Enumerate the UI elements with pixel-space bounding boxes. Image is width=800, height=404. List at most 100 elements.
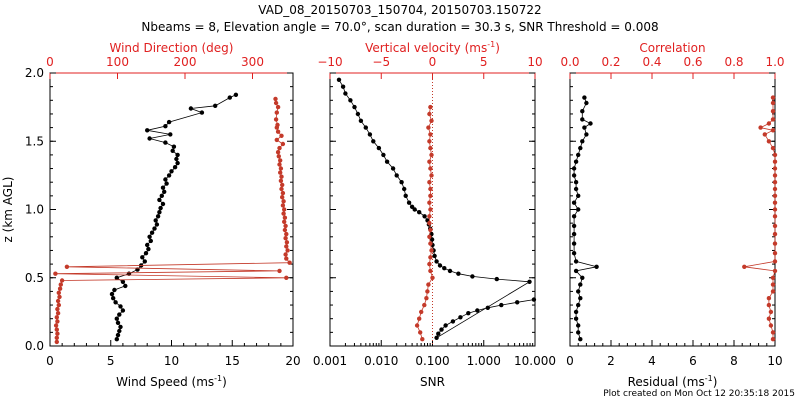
data-point-wind-red	[54, 315, 59, 320]
data-point-snr-red	[425, 289, 430, 294]
data-point-wind-black	[160, 201, 166, 207]
data-point-snr-red	[428, 207, 433, 212]
data-point-residual-black	[571, 173, 577, 178]
series-line-wind-red	[55, 98, 291, 342]
data-point-wind-red	[64, 264, 70, 269]
top-axis-label-residual: Correlation	[639, 41, 705, 55]
data-point-residual-red	[770, 289, 776, 294]
data-point-wind-black	[147, 136, 152, 141]
data-point-wind-red	[275, 122, 280, 128]
data-point-wind-black	[163, 140, 168, 145]
data-point-wind-black	[117, 328, 122, 334]
data-point-residual-red	[766, 302, 772, 308]
data-point-snr-red	[427, 159, 432, 164]
data-point-wind-red	[55, 298, 61, 304]
data-point-wind-black	[111, 296, 116, 301]
data-point-snr-black	[376, 145, 382, 151]
data-point-snr-black	[494, 276, 499, 282]
data-point-wind-black	[213, 103, 218, 109]
data-point-wind-red	[280, 195, 285, 200]
data-point-residual-red	[766, 316, 772, 321]
data-point-residual-black	[582, 125, 587, 130]
series-line-snr-black	[338, 79, 534, 339]
data-point-snr-red	[429, 152, 434, 158]
data-point-wind-red	[54, 339, 59, 345]
top-tick-label: 200	[174, 55, 197, 69]
data-point-residual-black	[571, 166, 577, 171]
top-axis-label-snr-close: )	[495, 41, 500, 55]
top-tick-label: 1.0	[765, 55, 784, 69]
data-point-wind-black	[163, 177, 168, 182]
data-point-snr-black	[409, 204, 415, 209]
data-point-residual-black	[578, 282, 583, 287]
data-point-wind-black	[233, 92, 239, 98]
data-point-snr-black	[434, 259, 439, 264]
x-tick-label: 0	[566, 354, 574, 368]
data-point-snr-black	[456, 271, 461, 276]
data-point-wind-red	[275, 150, 281, 155]
data-point-wind-black	[168, 132, 173, 137]
data-point-residual-red	[772, 166, 778, 171]
data-point-wind-red	[284, 240, 290, 245]
data-point-wind-black	[153, 218, 158, 223]
data-point-residual-red	[772, 231, 778, 237]
y-tick-label: 1.0	[25, 203, 44, 217]
x-tick-label: 20	[285, 354, 300, 368]
data-point-snr-black	[422, 214, 427, 219]
data-point-residual-black	[573, 180, 579, 185]
data-point-wind-red	[280, 190, 286, 196]
data-point-wind-red	[280, 203, 286, 208]
data-point-wind-black	[142, 259, 147, 264]
data-point-residual-red	[772, 214, 778, 219]
data-point-wind-black	[159, 193, 164, 198]
data-point-snr-black	[485, 305, 490, 310]
data-point-snr-red	[428, 255, 433, 260]
data-point-residual-black	[576, 193, 581, 198]
data-point-wind-black	[166, 119, 172, 125]
data-point-wind-black	[115, 332, 121, 338]
data-point-residual-black	[576, 302, 581, 308]
data-point-wind-red	[280, 141, 286, 147]
data-point-snr-red	[429, 248, 434, 253]
figure-subtitle: Nbeams = 8, Elevation angle = 70.0°, sca…	[141, 20, 658, 34]
data-point-wind-red	[274, 110, 279, 115]
data-point-wind-black	[160, 185, 166, 190]
data-point-wind-black	[199, 110, 205, 115]
top-tick-label: 0.8	[724, 55, 743, 69]
data-point-wind-black	[155, 214, 161, 219]
data-point-residual-red	[742, 264, 747, 269]
data-point-wind-black	[120, 308, 126, 313]
top-tick-label: 0	[429, 55, 437, 69]
data-point-residual-red	[772, 186, 778, 192]
data-point-wind-black	[163, 124, 168, 129]
data-point-wind-red	[283, 223, 288, 229]
data-point-residual-red	[766, 296, 772, 301]
data-point-residual-black	[578, 296, 583, 301]
data-point-wind-red	[282, 219, 287, 224]
data-point-wind-black	[140, 255, 145, 260]
data-point-wind-red	[278, 170, 283, 175]
data-point-snr-red	[422, 302, 427, 308]
x-axis-label-residual-unit: -1	[705, 374, 713, 383]
data-point-residual-black	[573, 186, 579, 192]
data-point-snr-red	[428, 145, 433, 151]
data-point-residual-black	[576, 152, 581, 158]
data-point-residual-red	[770, 337, 776, 342]
data-point-residual-black	[573, 316, 579, 321]
y-axis-label: z (km AGL)	[1, 177, 15, 243]
data-point-snr-black	[352, 104, 357, 110]
data-point-snr-black	[447, 268, 453, 274]
x-tick-label: 6	[689, 354, 697, 368]
x-axis-label-residual: Residual (ms-1)	[628, 374, 718, 389]
data-point-wind-red	[274, 137, 279, 143]
data-point-wind-black	[171, 144, 177, 149]
data-point-residual-red	[772, 193, 778, 198]
data-point-snr-black	[527, 279, 532, 284]
data-point-residual-red	[770, 330, 776, 335]
data-point-wind-red	[284, 244, 289, 249]
data-point-wind-red	[56, 302, 61, 308]
data-point-snr-red	[426, 282, 431, 287]
data-point-residual-red	[770, 128, 776, 133]
data-point-wind-black	[154, 222, 160, 227]
data-point-snr-red	[428, 227, 433, 233]
